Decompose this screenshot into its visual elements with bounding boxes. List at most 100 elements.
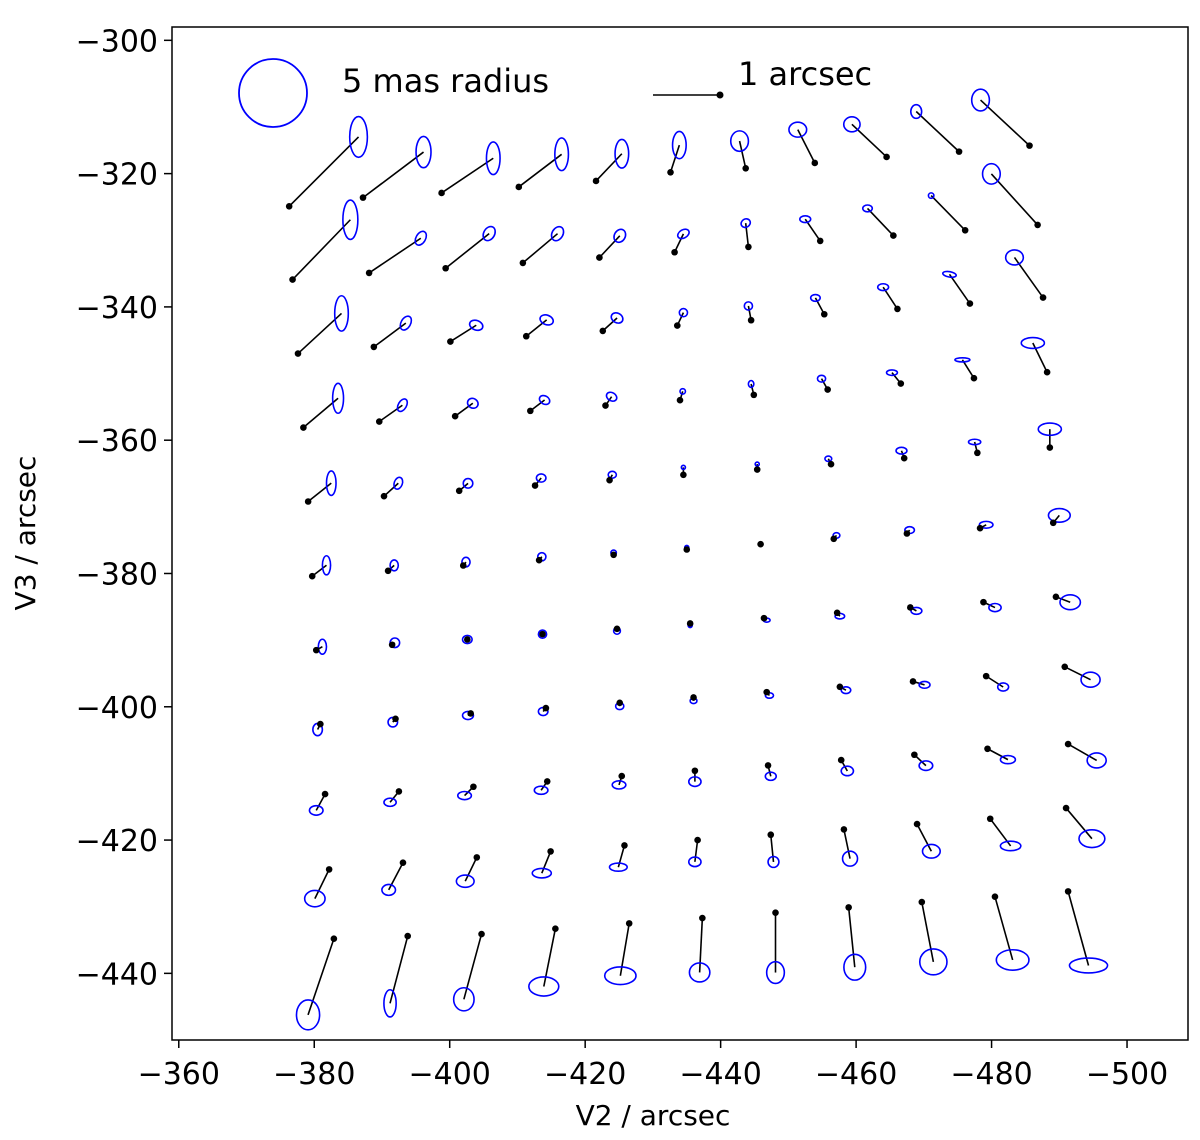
data-point (552, 925, 559, 933)
error-ellipse (317, 638, 328, 656)
data-point (690, 694, 697, 701)
error-ellipse (876, 282, 890, 292)
displacement-line (738, 140, 747, 169)
error-ellipse (605, 391, 618, 402)
displacement-line (979, 99, 1031, 147)
error-ellipse (1004, 249, 1025, 266)
data-point (384, 567, 392, 575)
data-point (300, 424, 307, 431)
error-ellipse (927, 192, 935, 200)
data-point (816, 237, 824, 245)
data-point (676, 396, 684, 404)
error-ellipse (688, 962, 711, 983)
error-ellipse (981, 162, 1002, 185)
displacement-line (362, 151, 425, 199)
data-point (913, 820, 921, 828)
data-point (757, 540, 764, 548)
error-ellipse (921, 843, 941, 859)
error-ellipse (754, 461, 761, 467)
data-point (966, 300, 974, 307)
error-ellipse (603, 966, 637, 986)
error-ellipse (687, 856, 702, 868)
error-ellipse (995, 948, 1030, 971)
error-ellipse (840, 685, 852, 695)
x-tick-label: −440 (679, 1057, 761, 1092)
displacement-line (990, 173, 1039, 226)
displacement-line (673, 233, 685, 253)
error-ellipse (909, 103, 923, 120)
x-tick-label: −420 (544, 1057, 626, 1092)
displacement-line (866, 207, 894, 237)
error-ellipse (342, 199, 359, 241)
data-point (673, 322, 681, 329)
x-tick-label: −360 (138, 1057, 220, 1092)
error-ellipse (331, 382, 345, 415)
data-point (618, 772, 626, 780)
displacement-line (454, 402, 474, 417)
data-point (610, 551, 617, 559)
error-ellipse (461, 634, 473, 645)
data-point (955, 148, 963, 155)
error-ellipse (1078, 829, 1106, 849)
data-point (767, 831, 775, 839)
error-ellipse (396, 398, 409, 413)
data-point (467, 710, 475, 717)
data-point (289, 276, 296, 283)
error-ellipse (383, 988, 397, 1018)
data-point (464, 636, 471, 643)
y-tick-label: −340 (76, 291, 158, 326)
error-ellipse (462, 477, 474, 489)
data-point (1046, 444, 1054, 451)
x-tick-label: −400 (409, 1057, 491, 1092)
data-point (399, 859, 407, 867)
data-point (827, 460, 835, 468)
data-point (845, 904, 852, 911)
plot-area (171, 26, 1189, 1041)
displacement-line (921, 901, 935, 963)
data-point (478, 930, 485, 938)
error-ellipse (1020, 336, 1046, 350)
error-ellipse (452, 986, 475, 1012)
error-ellipse (608, 862, 628, 873)
data-point (616, 699, 624, 707)
error-ellipse (841, 850, 859, 867)
error-ellipse (607, 470, 618, 479)
error-ellipse (611, 780, 627, 790)
x-axis-label: V2 / arcsec (576, 1099, 731, 1132)
data-point (547, 848, 554, 855)
data-point (473, 854, 481, 861)
data-point (980, 598, 987, 606)
data-point (519, 259, 527, 267)
legend: 5 mas radius 1 arcsec (238, 55, 872, 128)
error-ellipse (535, 473, 547, 483)
data-point (694, 836, 701, 844)
data-point (833, 609, 841, 617)
data-point (911, 751, 918, 759)
data-point (470, 783, 477, 791)
error-ellipse (325, 470, 337, 497)
x-tick-label: −380 (273, 1057, 355, 1092)
error-ellipse (528, 976, 560, 997)
data-point (750, 391, 758, 399)
data-point (961, 226, 969, 234)
data-point (820, 310, 828, 318)
data-point (613, 625, 621, 633)
data-point (285, 202, 293, 210)
error-ellipse (333, 294, 350, 332)
error-ellipse (678, 307, 689, 318)
data-point (824, 386, 831, 393)
data-point (592, 177, 600, 185)
error-ellipse (468, 319, 484, 332)
data-point (404, 932, 412, 940)
error-ellipse (671, 130, 687, 160)
data-point (515, 183, 523, 191)
data-point (836, 683, 844, 691)
error-ellipse (381, 883, 397, 897)
data-point (811, 159, 819, 167)
data-point (527, 407, 534, 415)
error-ellipse (861, 204, 874, 213)
error-ellipse (680, 464, 687, 471)
error-ellipse (554, 137, 570, 172)
error-ellipse (895, 446, 908, 455)
x-tick-label: −480 (950, 1057, 1032, 1092)
